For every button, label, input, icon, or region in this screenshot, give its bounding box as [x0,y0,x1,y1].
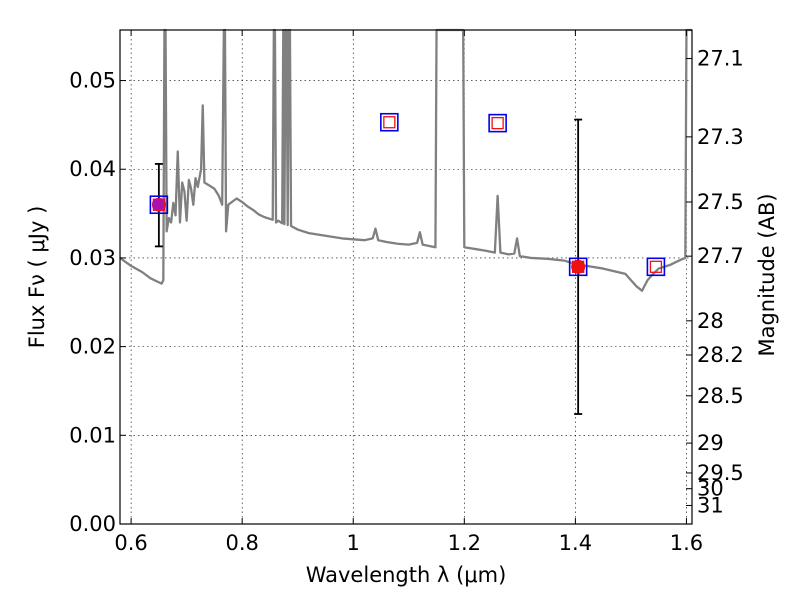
model-box-inner [491,116,504,130]
model-box [149,195,169,215]
right-tick-label: 27.5 [697,190,744,214]
x-tick-label: 0.6 [114,531,147,555]
right-tick-label: 28 [697,309,724,333]
spectrum-series [119,28,692,292]
right-tick-label: 28.5 [697,384,744,408]
model-box-inner [572,260,585,273]
observed-point [151,197,166,212]
y-axis-label: Flux Fν ( μJy ) [25,206,49,349]
right-tick-label: 27.3 [697,125,744,149]
x-tick-label: 1.4 [559,531,592,555]
x-axis-label: Wavelength λ (μm) [306,563,507,587]
observed-points [151,197,586,274]
model-box [568,257,588,277]
model-box [646,257,666,277]
right-tick-label: 27.7 [697,244,744,268]
right-tick-label: 31 [697,493,724,517]
x-tick-label: 1.6 [670,531,703,555]
model-points [149,112,666,277]
observed-point [571,259,586,274]
y-tick-label: 0.02 [69,335,116,359]
right-tick-label: 30 [697,477,724,501]
x-tick-label: 0.8 [225,531,258,555]
x-tick-label: 1.2 [448,531,481,555]
model-box-inner [152,198,166,211]
model-box [380,112,399,132]
right-tick-label: 27.1 [697,47,744,71]
y-tick-labels: 0.00 0.01 0.02 0.03 0.04 0.05 [69,69,116,536]
right-tick-label: 29 [697,431,724,455]
grid-lines [120,30,692,525]
y-tick-label: 0.03 [69,246,116,270]
right-tick-label: 28.2 [697,343,744,367]
spectrum-line [119,28,692,292]
x-tick-labels: 0.6 0.8 1 1.2 1.4 1.6 [114,531,703,555]
y-tick-label: 0.05 [69,69,116,93]
plot-frame [119,29,693,525]
right-tick-label: 29.5 [697,461,744,485]
model-box [488,113,507,133]
y-tick-label: 0.00 [69,512,116,536]
y-tick-label: 0.01 [69,423,116,447]
model-box-inner [383,116,396,129]
x-tick-label: 1 [347,531,360,555]
axis-ticks [120,30,692,525]
error-bars [154,118,583,415]
model-box-inner [649,260,663,273]
y-tick-label: 0.04 [69,157,116,181]
right-axis-label: Magnitude (AB) [755,193,779,356]
